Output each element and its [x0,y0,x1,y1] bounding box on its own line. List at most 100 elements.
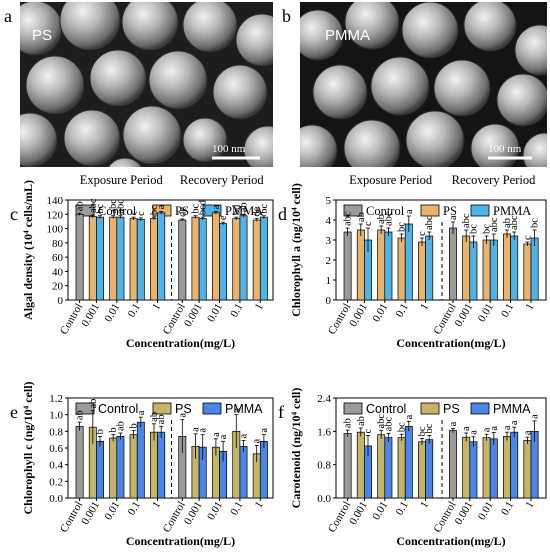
y-tick-label: 0.8 [317,460,331,472]
significance-label: b [108,427,119,432]
pmma-sphere [514,24,547,76]
bar [343,433,352,499]
bar [425,439,434,499]
x-tick-label: 0.1 [126,500,143,518]
significance-label: a [448,215,459,220]
bar [356,431,365,499]
y-tick-label: 40 [52,266,64,278]
significance-label: b [129,423,140,428]
significance-label: a [191,427,202,432]
bar [252,219,261,301]
bar [404,425,413,499]
pmma-sphere [300,9,344,61]
significance-label: bc [417,426,428,436]
bar [523,440,532,499]
significance-label: ab [149,412,160,422]
ps-sphere [235,13,273,67]
bar [377,434,386,499]
y-tick-label: 0 [326,295,332,307]
legend-label: PS [175,402,192,416]
bar [384,231,393,301]
ps-sphere [243,125,273,167]
y-tick-label: 0 [58,295,64,307]
x-tick-label: 0.1 [228,302,245,320]
panel-letter-e: e [10,402,18,422]
sem-panel-a: a PS 100 nm [4,2,273,167]
pmma-sphere [344,2,400,50]
significance-label: a [136,410,147,415]
panel-letter-c: c [10,204,18,224]
bar [239,215,248,301]
significance-label: abc [376,414,387,429]
x-axis-label: Concentration(mg/L) [396,336,505,350]
y-axis-label: Chlorophyll c (ng/10⁴ cell) [21,381,35,514]
legend-swatch [75,204,95,217]
bar [191,216,200,301]
x-tick-label: 0.01 [476,302,496,325]
bar [136,218,145,301]
y-tick-label: 0.8 [49,426,63,438]
y-tick-label: 0.0 [317,493,331,505]
ps-sphere [182,2,238,53]
y-tick-label: 60 [52,252,64,264]
significance-label: a [156,204,167,209]
significance-label: a [461,426,472,431]
chart-c: c Exposure Period Recovery Period 0 20 40 60 80… [10,173,274,350]
x-axis-label: Concentration(mg/L) [126,534,235,548]
pmma-sphere [433,59,491,117]
bar [397,237,406,301]
significance-label: a [509,420,520,425]
legend-label: Control [366,204,405,218]
legend-swatch [152,402,172,415]
legend-swatch [343,402,363,415]
x-tick-label: 0.1 [126,302,143,320]
legend-label: Control [98,204,137,218]
significance-label: ab [156,414,167,424]
y-axis-label: Algal density (10⁴ cells/mL) [21,180,35,320]
x-tick-label: 1 [523,302,536,313]
panel-letter-f: f [278,402,284,422]
bar [510,235,519,301]
significance-label: c [136,211,147,216]
y-axis-label: Chlorophyll a (ng/10⁴ cell) [289,183,303,317]
y-tick-label: 100 [47,224,64,236]
legend-label: PS [443,204,457,218]
significance-label: de [252,206,263,216]
x-tick-label: 0.01 [476,500,496,523]
significance-label: bc [397,422,408,432]
bar [397,437,406,499]
bar [150,431,158,499]
ps-sphere [212,64,268,120]
chart-f: f 0.0 0.8 1.6 2.4 Carotenoid (ng/10⁴ cell) Con… [278,388,547,548]
significance-label: b [95,429,106,434]
x-tick-label: 0.1 [499,302,516,320]
x-tick-label: 0.01 [370,500,390,523]
y-tick-label: 2.4 [317,393,331,405]
x-tick-label: 0.001 [453,302,476,329]
significance-label: a [489,426,500,431]
bar [239,445,248,499]
x-tick-label: 0.01 [370,302,390,325]
significance-label: a [502,425,513,430]
bar [178,219,187,301]
y-tick-label: 80 [52,238,64,250]
significance-label: bc [468,224,479,234]
y-tick-label: 2 [326,255,332,267]
legend-swatch [343,204,363,217]
significance-label: e [218,215,229,220]
significance-label: de [177,207,188,217]
significance-label: c [522,235,533,240]
y-tick-label: 1.2 [49,393,63,405]
pmma-sphere [496,73,547,127]
pmma-sphere [463,2,517,52]
bar [482,437,491,499]
x-axis-label: Concentration(mg/L) [396,534,505,548]
significance-label: ab [239,202,250,212]
bar [384,437,393,499]
x-tick-label: 0.1 [228,500,245,518]
significance-label: a [468,430,479,435]
significance-label: bc [530,218,541,228]
bar [469,441,478,499]
plot-frame [67,199,274,301]
significance-label: a [448,421,459,426]
